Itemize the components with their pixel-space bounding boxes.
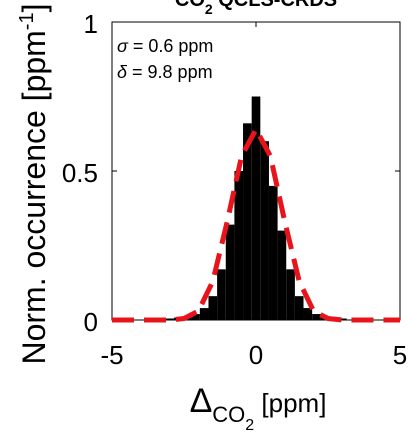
histogram-bar [268,185,278,320]
histogram-bar [208,296,218,320]
chart-title: CO2 QCLS-CRDS [175,0,337,17]
histogram-bar [260,141,269,320]
x-tick-label: 0 [249,340,263,370]
histogram-bar [217,269,226,320]
histogram-bar [225,224,235,320]
sigma-annotation: σ = 0.6 ppm [117,36,213,56]
histogram-bar [199,308,209,320]
x-axis-label: ΔCO2 [ppm] [190,382,327,434]
histogram-bar [338,318,347,320]
histogram-bar [165,318,174,320]
delta-annotation: δ = 9.8 ppm [117,62,213,82]
histogram-bar [234,171,244,320]
histogram-bar [277,230,287,320]
histogram-bar [191,314,200,320]
histogram-bar [294,296,304,320]
histogram-bar [243,123,252,320]
y-tick-label: 1 [84,9,98,39]
y-tick-label: 0.5 [62,158,98,188]
y-tick-label: 0 [84,307,98,337]
histogram-bar [312,314,321,320]
histogram-bar [286,269,295,320]
plot-area [111,21,401,323]
x-tick-label: 5 [393,340,407,370]
x-tick-label: -5 [100,340,123,370]
gaussian-fit-line [112,123,400,323]
histogram-bar [303,308,313,320]
y-axis-label: Norm. occurrence [ppm-1] [16,3,52,364]
histogram-bar [251,96,261,320]
